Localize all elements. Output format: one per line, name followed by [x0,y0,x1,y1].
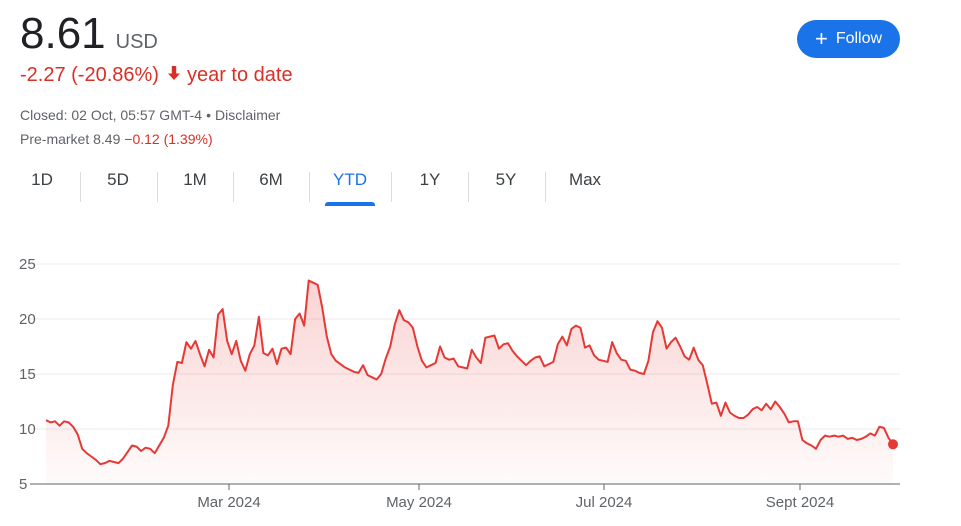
x-tick-label: Sept 2024 [766,494,834,511]
tab-1d[interactable]: 1D [31,170,53,189]
price-area [46,280,893,484]
tab-divider [309,172,310,202]
x-axis-ticks: Mar 2024 May 2024 Jul 2024 Sept 2024 [197,484,834,511]
price-line [45,279,894,466]
closed-label: Closed: 02 Oct, 05:57 GMT-4 [20,107,203,123]
tab-divider [157,172,158,202]
currency-label: USD [115,31,158,53]
premarket-change: −0.12 (1.39%) [124,131,213,147]
y-axis-labels: 5 10 15 20 25 [19,256,36,493]
y-tick-label: 25 [19,256,36,273]
premarket-label: Pre-market 8.49 [20,131,121,147]
follow-label: Follow [835,30,883,47]
disclaimer-link[interactable]: Disclaimer [215,107,281,123]
tab-divider [468,172,469,202]
x-tick-label: Jul 2024 [576,494,633,511]
tab-5d[interactable]: 5D [107,170,129,189]
closed-row: Closed: 02 Oct, 05:57 GMT-4 • Disclaimer [20,103,293,127]
tab-divider [233,172,234,202]
premarket-row: Pre-market 8.49 −0.12 (1.39%) [20,127,293,151]
tab-max[interactable]: Max [568,170,602,189]
tab-divider [80,172,81,202]
bullet-separator: • [206,107,211,123]
quote-header: 8.61 USD -2.27 (-20.86%) year to date Cl… [20,8,293,151]
x-tick-label: Mar 2024 [197,494,260,511]
tab-1m[interactable]: 1M [183,170,207,189]
last-price-dot[interactable] [888,439,898,450]
current-price: 8.61 [20,9,106,58]
quote-meta: Closed: 02 Oct, 05:57 GMT-4 • Disclaimer P… [20,103,293,151]
y-tick-label: 10 [19,421,36,438]
follow-button[interactable]: + Follow [797,20,900,58]
price-change: -2.27 (-20.86%) year to date [20,64,293,87]
tab-6m[interactable]: 6M [259,170,283,189]
arrow-down-icon [167,64,181,87]
tab-divider [545,172,546,202]
plus-icon: + [814,26,828,51]
x-tick-label: May 2024 [386,494,452,511]
change-value: -2.27 (-20.86%) [20,64,159,86]
y-tick-label: 5 [19,476,27,493]
change-period: year to date [186,64,293,86]
tab-ytd[interactable]: YTD [325,170,375,206]
tab-5y[interactable]: 5Y [495,170,517,189]
y-tick-label: 15 [19,366,36,383]
price-row: 8.61 USD [20,8,293,60]
y-tick-label: 20 [19,311,36,328]
tab-1y[interactable]: 1Y [419,170,441,189]
tab-divider [391,172,392,202]
price-chart: 5 10 15 20 25 Mar 2024 May 2024 Jul 2024 Sept 2… [19,256,900,511]
